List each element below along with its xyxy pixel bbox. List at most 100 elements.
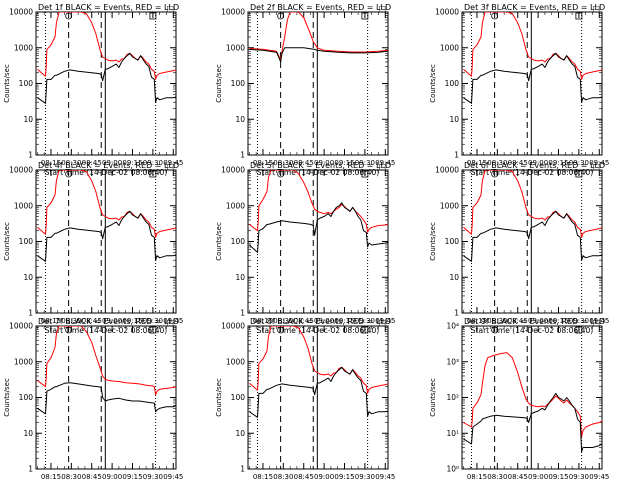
- y-tick-label: 1: [240, 465, 245, 474]
- y-axis-label: Counts/sec: [429, 64, 437, 103]
- series-line-lld: [463, 170, 602, 238]
- y-tick-label: 1000: [226, 43, 245, 52]
- end-marker-square: [149, 170, 157, 178]
- x-tick-label: 09:45: [163, 473, 183, 480]
- x-tick-label: 08:15: [467, 317, 487, 325]
- series-line-lld: [249, 326, 388, 394]
- x-tick-label: 09:45: [163, 159, 183, 167]
- y-tick-label: 10³: [446, 357, 459, 366]
- panel-title-mark: □: [378, 162, 386, 171]
- x-axis-label: Start Time (14-Dec-02 08:06:40): [45, 326, 167, 335]
- x-tick-label: 09:45: [163, 317, 183, 325]
- x-tick-label: 09:30: [569, 473, 589, 480]
- end-marker-square: [361, 12, 369, 20]
- x-tick-label: 08:30: [61, 317, 81, 325]
- start-marker-circle: [65, 12, 73, 20]
- x-tick-label: 09:45: [589, 473, 609, 480]
- start-marker-circle: [491, 12, 499, 20]
- series-group: [463, 352, 602, 453]
- x-tick-label: 09:30: [355, 159, 375, 167]
- x-tick-label: 09:00: [102, 473, 122, 480]
- y-tick-label: 10: [23, 429, 33, 438]
- x-tick-label: 09:30: [143, 159, 163, 167]
- y-tick-label: 1: [240, 151, 245, 160]
- y-tick-label: 10: [235, 273, 245, 282]
- panel-title-mark: □: [592, 4, 600, 13]
- x-tick-label: 09:00: [314, 473, 334, 480]
- y-tick-label: 1: [240, 309, 245, 318]
- end-marker-square: [361, 170, 369, 178]
- y-tick-label: 10000: [221, 8, 245, 17]
- panel-title: Det 7f BLACK = Events, RED = LLD: [38, 317, 179, 326]
- panel-title-mark: □: [166, 4, 174, 13]
- series-group: [249, 12, 388, 63]
- x-tick-label: 09:15: [122, 159, 142, 167]
- x-tick-label: 09:00: [102, 317, 122, 325]
- plot-frame: [247, 11, 389, 156]
- panel-title: Det 9f BLACK = Events, RED = LLD: [464, 317, 605, 326]
- y-tick-label: 1: [454, 151, 459, 160]
- series-line-lld: [249, 170, 388, 233]
- y-tick-label: 100: [19, 393, 34, 402]
- panel-title-mark: □: [592, 162, 600, 171]
- x-tick-label: 08:15: [467, 159, 487, 167]
- x-tick-label: 09:45: [375, 159, 395, 167]
- y-tick-label: 100: [19, 237, 34, 246]
- x-tick-label: 09:45: [375, 317, 395, 325]
- panel-title-mark: □: [592, 318, 600, 327]
- series-line-events: [37, 210, 176, 262]
- panel-title: Det 1f BLACK = Events, RED = LLD: [38, 3, 179, 12]
- y-tick-label: 1000: [226, 201, 245, 210]
- x-tick-label: 08:45: [82, 159, 102, 167]
- x-tick-label: 08:30: [273, 473, 293, 480]
- y-tick-label: 100: [19, 79, 34, 88]
- x-tick-label: 09:00: [314, 317, 334, 325]
- x-tick-label: 08:30: [487, 159, 507, 167]
- x-axis-label: Start Time (14-Dec-02 08:06:40): [471, 168, 593, 177]
- y-tick-label: 10¹: [446, 429, 459, 438]
- x-tick-label: 09:15: [334, 159, 354, 167]
- y-axis-label: Counts/sec: [3, 222, 11, 261]
- x-tick-label: 08:15: [253, 473, 273, 480]
- y-tick-label: 10: [449, 273, 459, 282]
- series-group: [249, 170, 388, 253]
- panel-title: Det 4f BLACK = Events, RED = LLD: [38, 161, 179, 170]
- y-tick-label: 10000: [221, 166, 245, 175]
- y-tick-label: 10000: [221, 322, 245, 331]
- series-line-lld: [249, 12, 388, 61]
- panel-title-mark: □: [378, 318, 386, 327]
- series-group: [37, 170, 176, 262]
- y-tick-label: 1: [28, 151, 33, 160]
- y-tick-label: 10: [23, 115, 33, 124]
- x-tick-label: 08:15: [253, 159, 273, 167]
- series-line-events: [463, 392, 602, 453]
- x-tick-label: 08:45: [294, 159, 314, 167]
- panel-title: Det 2f BLACK = Events, RED = LLD: [250, 3, 391, 12]
- x-tick-label: 08:15: [41, 159, 61, 167]
- plot-frame: [35, 325, 177, 470]
- y-tick-label: 100: [445, 237, 460, 246]
- series-line-events: [463, 52, 602, 104]
- x-tick-label: 09:15: [548, 159, 568, 167]
- x-tick-label: 08:30: [273, 317, 293, 325]
- x-tick-label: 08:15: [467, 473, 487, 480]
- series-group: [37, 12, 176, 104]
- x-tick-label: 09:45: [589, 159, 609, 167]
- x-tick-label: 08:30: [487, 473, 507, 480]
- series-line-events: [37, 52, 176, 104]
- x-tick-label: 08:30: [61, 159, 81, 167]
- y-tick-label: 100: [231, 393, 246, 402]
- series-line-lld: [463, 12, 602, 80]
- x-axis-label: Start Time (14-Dec-02 08:06:40): [471, 326, 593, 335]
- x-tick-label: 09:30: [569, 159, 589, 167]
- x-tick-label: 08:15: [41, 317, 61, 325]
- x-tick-label: 09:15: [334, 473, 354, 480]
- y-tick-label: 1000: [14, 201, 33, 210]
- x-tick-label: 09:30: [355, 317, 375, 325]
- series-group: [463, 170, 602, 262]
- panel-det-3: 1 10 100 1000 10000 08:15 08:30 08:45 09:00 09:15…: [429, 3, 609, 177]
